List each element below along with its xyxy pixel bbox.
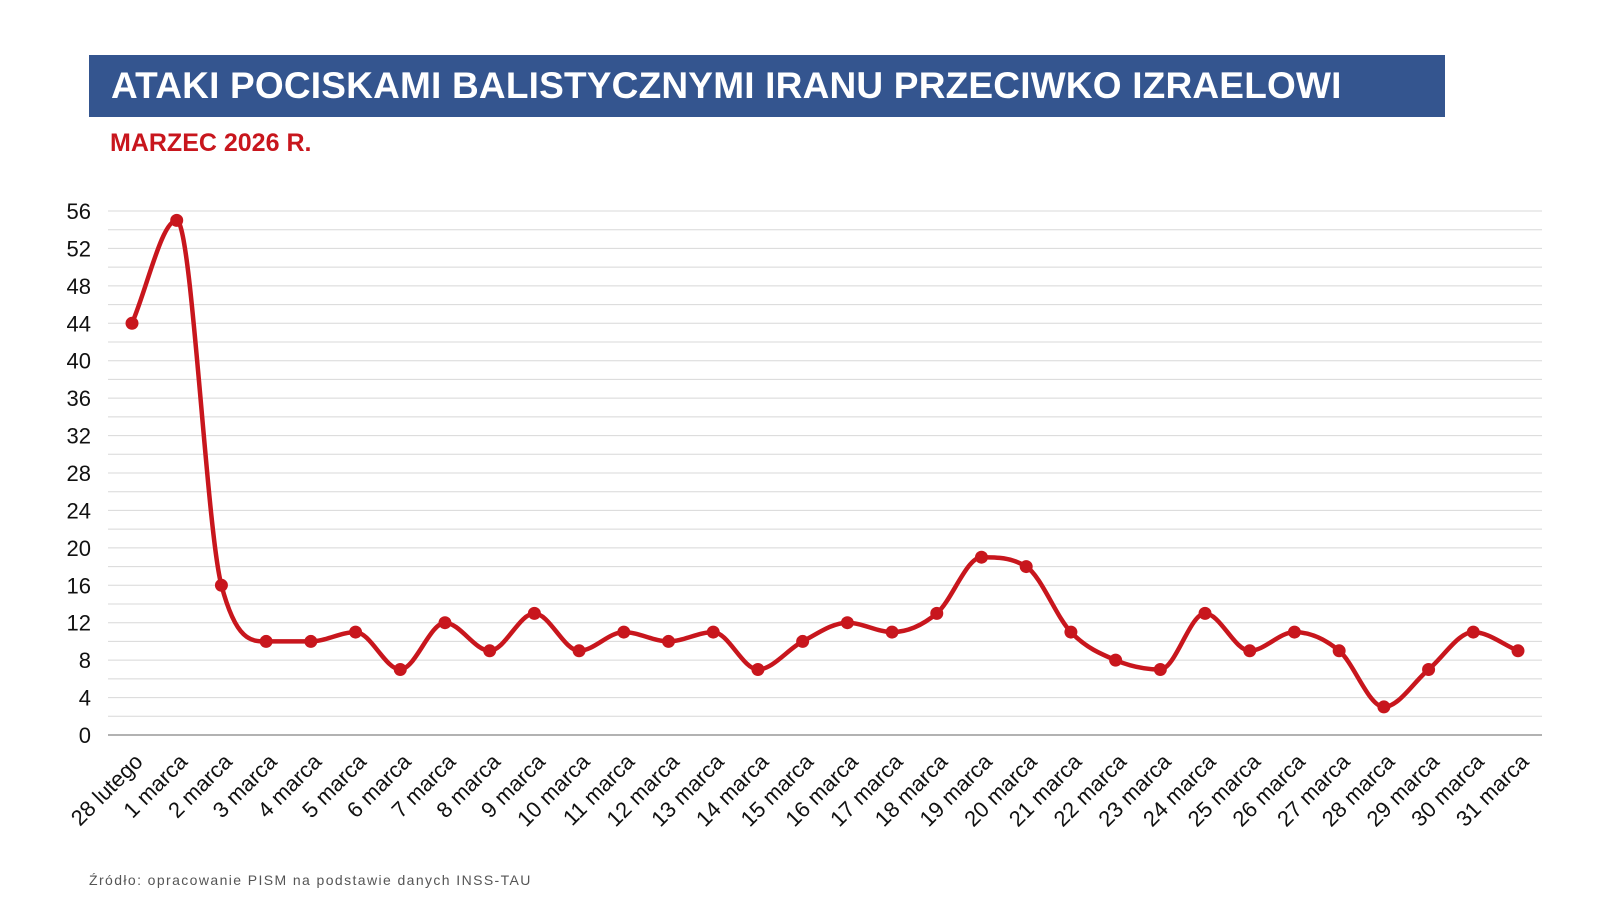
- data-point: [393, 663, 407, 676]
- y-tick-label: 8: [79, 648, 91, 673]
- series-line: [129, 218, 1521, 710]
- y-tick-label: 12: [67, 611, 91, 636]
- data-point: [796, 634, 810, 648]
- series: [125, 213, 1525, 714]
- y-tick-label: 0: [79, 723, 91, 748]
- y-tick-label: 52: [67, 236, 91, 261]
- data-point: [1243, 644, 1257, 658]
- data-point: [1287, 625, 1301, 639]
- y-tick-label: 44: [67, 311, 91, 336]
- data-point: [438, 616, 452, 630]
- data-point: [885, 625, 899, 639]
- data-point: [1377, 700, 1391, 714]
- y-tick-label: 40: [67, 349, 91, 374]
- data-point: [304, 634, 318, 648]
- data-point: [1109, 653, 1123, 667]
- data-point: [125, 316, 139, 330]
- y-tick-label: 48: [67, 274, 91, 299]
- source-note: Źródło: opracowanie PISM na podstawie da…: [89, 872, 532, 888]
- y-tick-label: 16: [67, 573, 91, 598]
- data-point: [1511, 644, 1525, 658]
- data-point: [572, 644, 586, 658]
- data-point: [1019, 560, 1033, 574]
- data-point: [349, 625, 363, 639]
- data-point: [751, 663, 765, 676]
- y-tick-label: 28: [67, 461, 91, 486]
- data-point: [1466, 625, 1480, 639]
- data-point: [527, 606, 541, 620]
- y-tick-label: 32: [67, 424, 91, 449]
- data-point: [170, 213, 184, 227]
- data-point: [662, 634, 676, 648]
- data-point: [840, 616, 854, 630]
- data-point: [1153, 663, 1167, 676]
- y-tick-label: 4: [79, 686, 91, 711]
- data-point: [1198, 606, 1212, 620]
- data-point: [1422, 663, 1436, 676]
- data-point: [214, 578, 228, 592]
- data-point: [974, 550, 988, 564]
- data-point: [930, 606, 944, 620]
- gridlines: [108, 210, 1542, 736]
- chart-subtitle: MARZEC 2026 R.: [110, 129, 312, 157]
- data-point: [1064, 625, 1078, 639]
- data-point: [1332, 644, 1346, 658]
- chart-title: ATAKI POCISKAMI BALISTYCZNYMI IRANU PRZE…: [111, 65, 1342, 106]
- chart-title-bar: ATAKI POCISKAMI BALISTYCZNYMI IRANU PRZE…: [89, 55, 1445, 117]
- data-point: [617, 625, 631, 639]
- y-tick-label: 56: [67, 199, 91, 224]
- y-tick-label: 20: [67, 536, 91, 561]
- data-point: [483, 644, 497, 658]
- data-point: [259, 634, 273, 648]
- y-tick-label: 24: [67, 498, 91, 523]
- data-point: [706, 625, 720, 639]
- y-tick-label: 36: [67, 386, 91, 411]
